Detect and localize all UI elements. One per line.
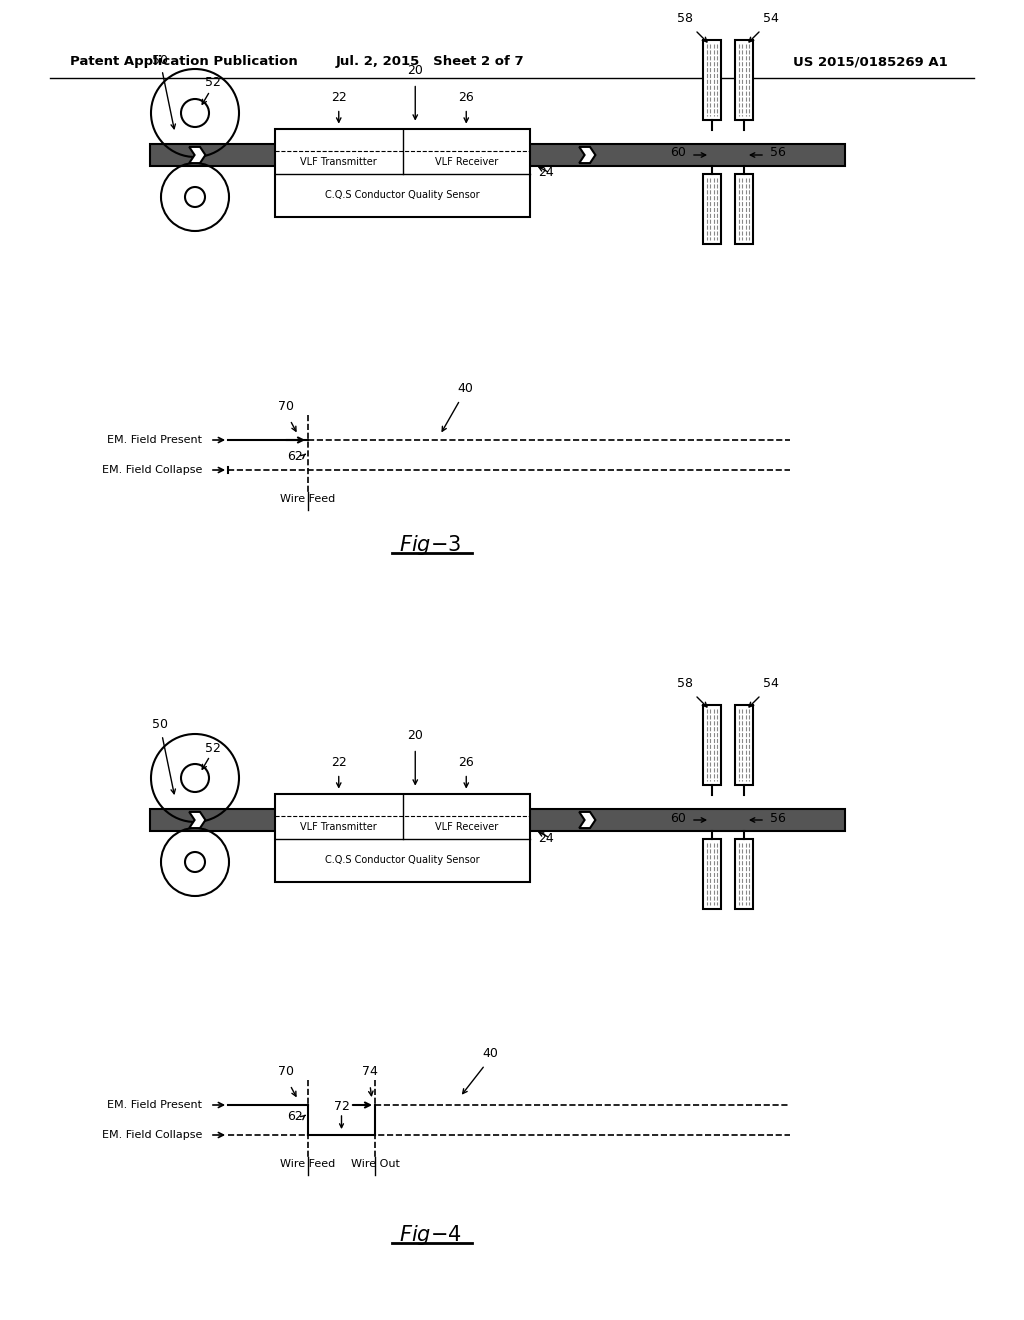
Text: 50: 50 (152, 54, 168, 66)
Text: Wire Out: Wire Out (350, 1159, 399, 1170)
Text: $\mathit{Fig}$$\mathit{-3}$: $\mathit{Fig}$$\mathit{-3}$ (399, 533, 461, 557)
Text: 52: 52 (205, 77, 221, 90)
Text: EM. Field Collapse: EM. Field Collapse (101, 465, 202, 475)
Bar (275, 128, 530, 216)
Text: 58: 58 (677, 677, 693, 690)
Text: C.Q.S Conductor Quality Sensor: C.Q.S Conductor Quality Sensor (326, 855, 480, 866)
Polygon shape (189, 812, 206, 828)
Bar (150, 144, 845, 166)
Text: Wire Feed: Wire Feed (281, 494, 336, 504)
Text: VLF Receiver: VLF Receiver (434, 822, 498, 832)
Text: 40: 40 (457, 381, 473, 395)
Text: 54: 54 (763, 12, 779, 25)
Text: 24: 24 (538, 166, 554, 180)
Text: 62: 62 (288, 450, 303, 462)
Bar (703, 40, 721, 120)
Text: VLF Transmitter: VLF Transmitter (300, 822, 377, 832)
Text: 26: 26 (459, 91, 474, 103)
Text: 58: 58 (677, 12, 693, 25)
Polygon shape (189, 147, 206, 164)
Bar (735, 840, 753, 909)
Text: Jul. 2, 2015   Sheet 2 of 7: Jul. 2, 2015 Sheet 2 of 7 (336, 55, 524, 69)
Bar (735, 174, 753, 244)
Text: 52: 52 (205, 742, 221, 755)
Bar (735, 705, 753, 785)
Text: 62: 62 (288, 1110, 303, 1123)
Text: VLF Transmitter: VLF Transmitter (300, 157, 377, 168)
Bar (275, 793, 530, 882)
Text: 70: 70 (278, 400, 294, 413)
Bar (703, 174, 721, 244)
Bar (703, 840, 721, 909)
Text: 22: 22 (331, 755, 347, 768)
Text: 70: 70 (278, 1065, 294, 1078)
Text: 22: 22 (331, 91, 347, 103)
Bar (735, 40, 753, 120)
Text: 24: 24 (538, 832, 554, 845)
Bar (703, 705, 721, 785)
Polygon shape (580, 147, 595, 164)
Text: EM. Field Collapse: EM. Field Collapse (101, 1130, 202, 1140)
Text: Patent Application Publication: Patent Application Publication (70, 55, 298, 69)
Text: EM. Field Present: EM. Field Present (106, 1100, 202, 1110)
Text: 26: 26 (459, 755, 474, 768)
Text: 60: 60 (670, 812, 686, 825)
Text: $\mathit{Fig}$$\mathit{-4}$: $\mathit{Fig}$$\mathit{-4}$ (398, 1224, 462, 1247)
Text: 60: 60 (670, 147, 686, 160)
Text: Wire Feed: Wire Feed (281, 1159, 336, 1170)
Bar (150, 809, 845, 832)
Text: 56: 56 (770, 147, 786, 160)
Text: 50: 50 (152, 718, 168, 731)
Text: 54: 54 (763, 677, 779, 690)
Text: 72: 72 (334, 1100, 349, 1113)
Text: 40: 40 (482, 1047, 498, 1060)
Text: C.Q.S Conductor Quality Sensor: C.Q.S Conductor Quality Sensor (326, 190, 480, 201)
Text: 20: 20 (408, 729, 423, 742)
Text: 20: 20 (408, 63, 423, 77)
Text: 56: 56 (770, 812, 786, 825)
Text: VLF Receiver: VLF Receiver (434, 157, 498, 168)
Text: 74: 74 (362, 1065, 378, 1078)
Text: US 2015/0185269 A1: US 2015/0185269 A1 (793, 55, 947, 69)
Text: EM. Field Present: EM. Field Present (106, 436, 202, 445)
Polygon shape (580, 812, 595, 828)
